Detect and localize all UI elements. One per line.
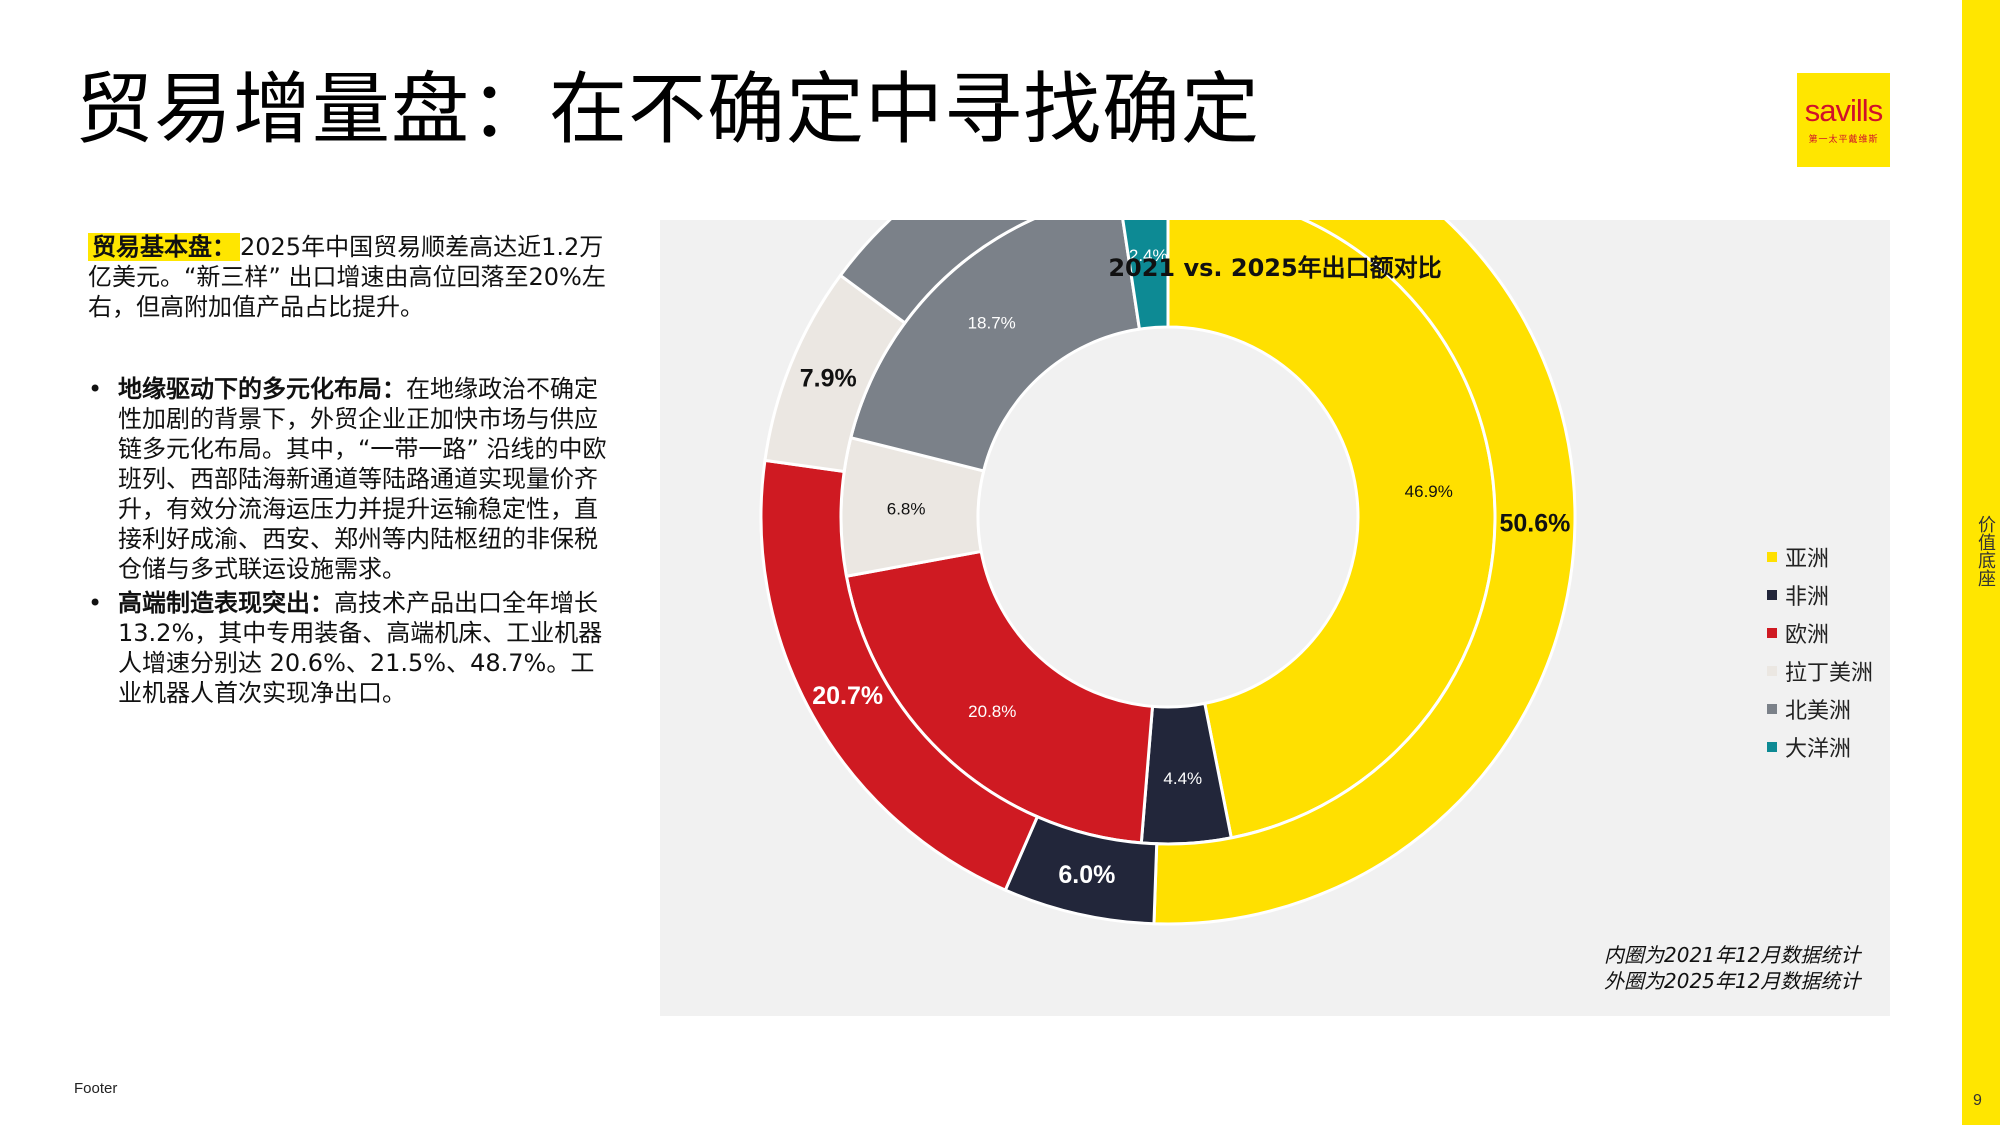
chart-panel: 46.9% 4.4% 20.8% 6.8% 18.7% 2.4% 50.6% 6.0% 20.7… — [660, 220, 1890, 1016]
legend-label: 欧洲 — [1785, 623, 1830, 648]
bullet-item: 高端制造表现突出：高技术产品出口全年增长 13.2%，其中专用装备、高端机床、工… — [88, 588, 618, 708]
outer-data-label-3: 20.7% — [812, 682, 883, 710]
inner-data-label-6: 2.4% — [1129, 246, 1168, 265]
chart-legend: 亚洲非洲欧洲拉丁美洲北美洲大洋洲 — [1767, 538, 1873, 766]
legend-label: 大洋洲 — [1785, 737, 1852, 762]
legend-label: 非洲 — [1785, 585, 1830, 610]
chart-note: 内圈为2021年12月数据统计 外圈为2025年12月数据统计 — [1604, 942, 1860, 994]
legend-swatch — [1767, 628, 1777, 638]
note-inner-ring: 内圈为2021年12月数据统计 — [1604, 943, 1861, 967]
inner-data-label-4: 6.8% — [887, 499, 926, 518]
bullet-title: 高端制造表现突出： — [118, 589, 334, 617]
chart-title: 2021 vs. 2025年出口额对比 — [1108, 254, 1442, 282]
savills-logo: savills 第一太平戴维斯 — [1797, 73, 1890, 167]
footer-text: Footer — [74, 1080, 118, 1097]
legend-item: 大洋洲 — [1767, 728, 1873, 766]
body-text: 贸易基本盘： 2025年中国贸易顺差高达近1.2万亿美元。“新三样” 出口增速由高… — [88, 232, 618, 712]
intro-paragraph: 贸易基本盘： 2025年中国贸易顺差高达近1.2万亿美元。“新三样” 出口增速由高… — [88, 232, 618, 322]
intro-highlight: 贸易基本盘： — [88, 233, 240, 261]
legend-swatch — [1767, 552, 1777, 562]
bullet-body: 在地缘政治不确定性加剧的背景下，外贸企业正加快市场与供应链多元化布局。其中，“一… — [118, 375, 607, 583]
bullet-body: 高技术产品出口全年增长 13.2%，其中专用装备、高端机床、工业机器人增速分别达… — [118, 589, 603, 707]
inner-slice-6 — [1121, 220, 1170, 331]
bullet-item: 地缘驱动下的多元化布局：在地缘政治不确定性加剧的背景下，外贸企业正加快市场与供应… — [88, 374, 618, 584]
note-outer-ring: 外圈为2025年12月数据统计 — [1604, 969, 1861, 993]
page-title: 贸易增量盘：在不确定中寻找确定 — [75, 65, 1261, 155]
legend-swatch — [1767, 742, 1777, 752]
inner-data-label-3: 20.8% — [968, 702, 1016, 721]
bullet-list: 地缘驱动下的多元化布局：在地缘政治不确定性加剧的背景下，外贸企业正加快市场与供应… — [88, 374, 618, 708]
accent-sidebar — [1962, 0, 2000, 1125]
logo-subtitle: 第一太平戴维斯 — [1808, 135, 1879, 145]
inner-data-label-2: 4.4% — [1163, 769, 1202, 788]
outer-data-label-2: 6.0% — [1058, 861, 1115, 889]
page-number: 9 — [1973, 1092, 1982, 1109]
inner-data-label-1: 46.9% — [1405, 482, 1453, 501]
logo-name: savills — [1804, 93, 1883, 128]
legend-item: 亚洲 — [1767, 538, 1873, 576]
outer-slice-1 — [1152, 220, 1577, 926]
outer-data-label-4: 7.9% — [800, 364, 857, 392]
inner-data-label-5: 18.7% — [968, 314, 1016, 333]
section-label: 价值底座 — [1975, 515, 1996, 587]
outer-data-label-1: 50.6% — [1500, 509, 1571, 537]
legend-item: 非洲 — [1767, 576, 1873, 614]
legend-swatch — [1767, 704, 1777, 714]
legend-label: 亚洲 — [1785, 547, 1830, 572]
legend-item: 欧洲 — [1767, 614, 1873, 652]
legend-swatch — [1767, 590, 1777, 600]
legend-item: 北美洲 — [1767, 690, 1873, 728]
bullet-title: 地缘驱动下的多元化布局： — [118, 375, 406, 403]
intro-body: 2025年中国贸易顺差高达近1.2万亿美元。“新三样” 出口增速由高位回落至20… — [88, 233, 606, 321]
legend-label: 北美洲 — [1785, 699, 1852, 724]
legend-item: 拉丁美洲 — [1767, 652, 1873, 690]
legend-label: 拉丁美洲 — [1785, 661, 1874, 686]
outer-slice-5 — [838, 220, 1035, 325]
legend-swatch — [1767, 666, 1777, 676]
donut-chart: 46.9% 4.4% 20.8% 6.8% 18.7% 2.4% 50.6% 6.0% 20.7… — [759, 220, 1577, 926]
